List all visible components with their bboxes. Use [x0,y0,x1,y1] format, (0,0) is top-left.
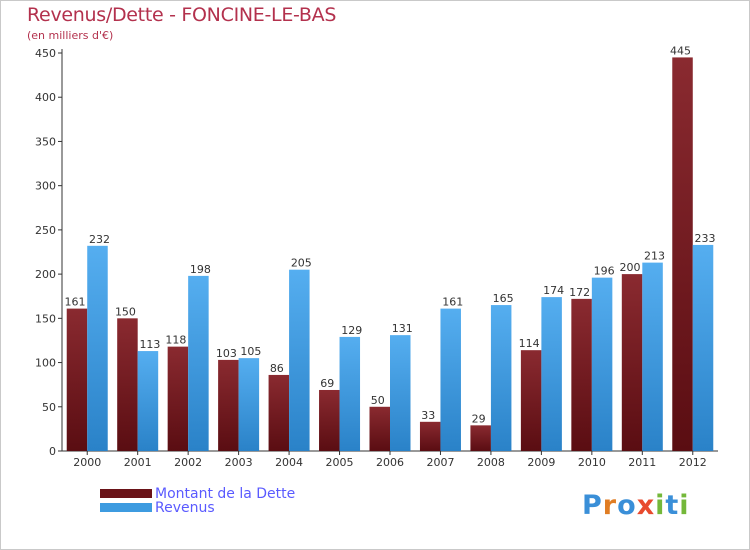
data-label: 129 [341,324,362,337]
bar-revenue [541,297,562,451]
bar-revenue [642,262,663,451]
data-label: 200 [620,261,641,274]
bar-debt [571,298,592,451]
chart-title: Revenus/Dette - FONCINE-LE-BAS [27,4,337,26]
proxiti-logo: Proxiti [582,490,690,521]
logo-letter: P [582,490,603,521]
data-label: 103 [216,347,237,360]
data-label: 113 [139,338,160,351]
y-tick-label: 450 [35,47,56,60]
legend-swatch-debt [100,489,152,498]
x-tick-label: 2003 [225,456,253,469]
y-tick-label: 50 [42,401,56,414]
bar-debt [672,57,693,452]
x-tick-label: 2001 [124,456,152,469]
chart-subtitle: (en milliers d'€) [27,29,114,42]
logo-letter: t [665,490,680,521]
bar-revenue [87,245,108,451]
y-tick-label: 300 [35,180,56,193]
logo-letter: r [602,490,618,521]
data-label: 118 [165,334,186,347]
bar-debt [66,308,88,451]
logo-letter: i [655,490,666,521]
bar-revenue [238,358,260,451]
data-label: 69 [320,377,334,390]
x-tick-label: 2010 [578,456,606,469]
x-tick-label: 2011 [628,456,656,469]
bar-debt [470,425,491,451]
logo-letter: i [679,490,690,521]
data-label: 114 [519,337,540,350]
data-label: 232 [89,233,110,246]
data-label: 29 [472,412,486,425]
data-label: 150 [115,305,136,318]
x-tick-label: 2007 [426,456,454,469]
bar-revenue [440,308,461,451]
y-tick-label: 0 [49,445,56,458]
data-label: 131 [392,322,413,335]
bar-debt [167,346,189,451]
bar-revenue [692,244,714,451]
data-label: 161 [442,296,463,309]
data-label: 165 [493,292,514,305]
bar-revenue [591,277,613,451]
x-tick-label: 2008 [477,456,505,469]
bar-debt [117,318,138,451]
data-label: 105 [240,345,261,358]
data-label: 174 [543,284,564,297]
bar-debt [419,421,441,451]
data-label: 172 [569,286,590,299]
bar-revenue [339,336,361,451]
bar-debt [621,274,643,451]
legend-item-revenue: Revenus [100,500,400,516]
x-tick-label: 2005 [326,456,354,469]
logo-letter: x [636,490,656,521]
data-label: 86 [270,362,284,375]
bar-revenue [137,351,159,451]
data-label: 198 [190,263,211,276]
legend-label-revenue: Revenus [155,500,215,516]
y-tick-label: 200 [35,268,56,281]
legend-item-debt: Montant de la Dette [100,486,400,502]
bar-debt [218,359,239,451]
legend-swatch-revenue [100,503,152,512]
bar-revenue [390,335,411,451]
data-label: 233 [695,232,716,245]
data-label: 50 [371,394,385,407]
x-tick-label: 2000 [73,456,101,469]
data-label: 445 [670,44,691,57]
y-tick-label: 150 [35,312,56,325]
bar-debt [268,374,290,451]
y-tick-label: 250 [35,224,56,237]
bar-debt [319,389,340,451]
x-tick-label: 2012 [679,456,707,469]
bar-revenue [289,269,310,451]
x-tick-label: 2009 [527,456,555,469]
bar-revenue [490,305,512,451]
data-label: 213 [644,250,665,263]
bar-debt [520,350,542,451]
x-tick-label: 2004 [275,456,303,469]
data-label: 161 [64,296,85,309]
y-tick-label: 350 [35,135,56,148]
bar-revenue [188,275,209,451]
data-label: 196 [594,265,615,278]
logo-letter: o [617,490,637,521]
y-tick-label: 100 [35,357,56,370]
bar-debt [369,406,390,451]
y-tick-label: 400 [35,91,56,104]
x-tick-label: 2002 [174,456,202,469]
data-label: 205 [291,257,312,270]
data-label: 33 [421,409,435,422]
legend-label-debt: Montant de la Dette [155,486,296,502]
x-tick-label: 2006 [376,456,404,469]
